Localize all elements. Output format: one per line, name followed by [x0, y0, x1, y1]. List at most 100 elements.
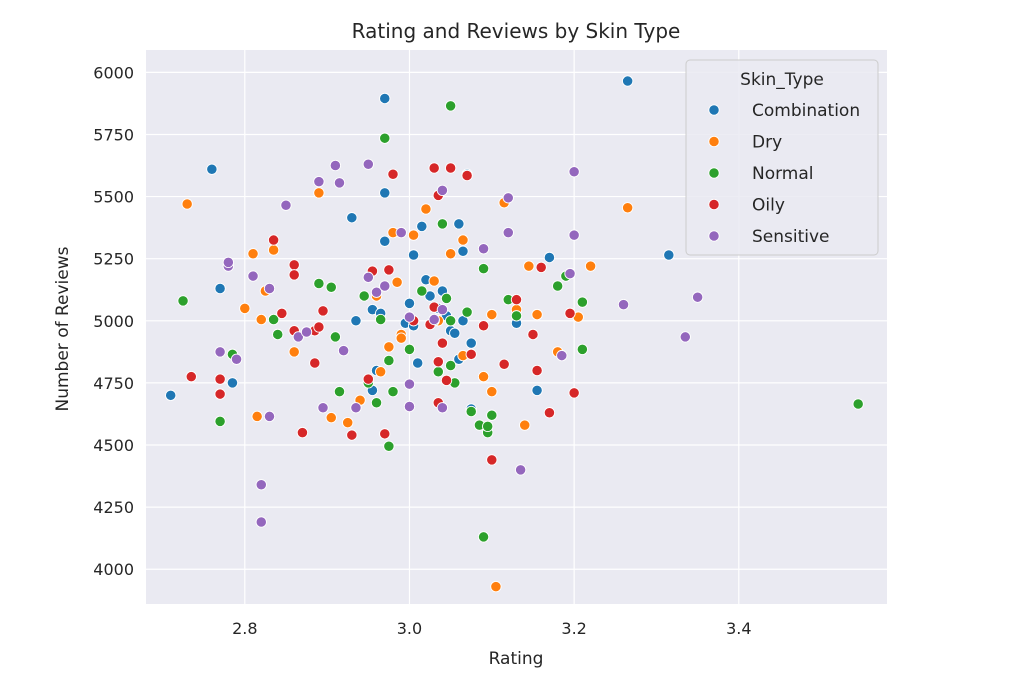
data-point-oily	[535, 261, 547, 274]
data-point-combination	[457, 245, 469, 257]
data-point-dry	[247, 248, 259, 260]
data-point-oily	[432, 356, 444, 368]
data-point-dry	[407, 229, 420, 241]
data-point-normal	[444, 315, 457, 327]
x-tick-label: 2.8	[232, 619, 257, 638]
data-point-dry	[486, 385, 498, 398]
data-point-oily	[214, 388, 226, 400]
y-axis-label: Number of Reviews	[53, 246, 73, 411]
y-tick-label: 4000	[93, 560, 134, 579]
x-tick-label: 3.0	[397, 619, 422, 638]
data-point-combination	[543, 251, 556, 264]
data-point-dry	[486, 308, 498, 321]
data-point-oily	[498, 358, 510, 370]
data-point-oily	[444, 162, 457, 174]
data-point-sensitive	[691, 291, 704, 303]
data-point-sensitive	[568, 229, 580, 241]
data-point-sensitive	[333, 177, 346, 189]
data-point-oily	[465, 348, 477, 360]
data-point-sensitive	[679, 331, 691, 343]
data-point-dry	[239, 302, 251, 315]
legend-label-combination: Combination	[752, 101, 860, 121]
data-point-normal	[432, 366, 444, 378]
data-point-oily	[296, 426, 309, 439]
data-point-combination	[465, 337, 477, 349]
data-point-sensitive	[292, 331, 304, 343]
legend-label-normal: Normal	[752, 164, 814, 184]
data-point-normal	[576, 296, 589, 308]
data-point-sensitive	[370, 286, 383, 298]
data-point-combination	[379, 235, 391, 247]
data-point-normal	[477, 531, 490, 543]
data-point-normal	[852, 398, 864, 410]
series-sensitive	[214, 158, 704, 528]
data-point-sensitive	[230, 353, 243, 365]
data-point-oily	[510, 294, 523, 306]
y-tick-label: 4500	[93, 436, 134, 455]
data-point-sensitive	[395, 226, 407, 239]
data-point-combination	[412, 357, 424, 369]
data-point-oily	[477, 320, 490, 332]
data-point-normal	[436, 218, 449, 230]
data-point-dry	[251, 410, 263, 423]
y-tick-label: 5500	[93, 188, 134, 207]
data-point-dry	[523, 260, 535, 272]
series-oily	[185, 162, 580, 466]
data-point-dry	[622, 202, 634, 214]
data-point-combination	[424, 290, 436, 302]
data-point-oily	[185, 371, 197, 383]
data-point-dry	[420, 203, 432, 215]
data-point-sensitive	[568, 166, 580, 178]
data-point-sensitive	[280, 199, 292, 211]
data-point-dry	[374, 366, 387, 378]
legend-label-dry: Dry	[752, 133, 782, 153]
data-point-dry	[395, 332, 407, 344]
data-point-sensitive	[317, 402, 329, 414]
data-point-combination	[350, 315, 362, 327]
data-point-dry	[313, 187, 325, 199]
data-point-dry	[477, 371, 490, 383]
data-point-oily	[362, 373, 374, 385]
data-point-dry	[325, 412, 337, 424]
legend-marker-normal	[708, 167, 720, 179]
data-point-normal	[444, 100, 457, 112]
data-point-combination	[206, 163, 218, 175]
data-point-oily	[543, 407, 556, 419]
data-point-dry	[267, 244, 280, 256]
data-point-combination	[453, 218, 465, 230]
data-point-dry	[383, 341, 395, 353]
data-point-sensitive	[502, 226, 514, 239]
legend-marker-sensitive	[708, 230, 720, 242]
data-point-oily	[214, 373, 226, 385]
data-point-sensitive	[247, 270, 259, 282]
data-point-oily	[317, 305, 329, 317]
data-point-sensitive	[403, 400, 416, 413]
data-point-combination	[346, 212, 358, 224]
data-point-oily	[267, 234, 280, 246]
data-point-oily	[436, 337, 449, 349]
chart-title: Rating and Reviews by Skin Type	[352, 19, 681, 43]
x-tick-label: 3.2	[561, 619, 586, 638]
data-point-combination	[416, 220, 428, 233]
data-point-sensitive	[255, 479, 267, 491]
data-point-oily	[531, 364, 543, 377]
data-point-dry	[255, 313, 267, 326]
data-point-normal	[329, 331, 342, 343]
data-point-combination	[449, 327, 461, 339]
data-point-dry	[181, 198, 193, 210]
data-point-oily	[276, 307, 288, 319]
data-point-oily	[309, 357, 321, 369]
data-point-sensitive	[222, 256, 234, 269]
data-point-dry	[342, 416, 354, 429]
y-tick-label: 5000	[93, 312, 134, 331]
data-point-normal	[416, 285, 428, 297]
data-point-sensitive	[617, 298, 630, 311]
y-tick-label: 4750	[93, 374, 134, 393]
legend-label-sensitive: Sensitive	[752, 227, 830, 247]
data-point-normal	[214, 415, 226, 428]
data-point-normal	[552, 280, 564, 292]
data-point-normal	[379, 132, 391, 144]
data-point-combination	[226, 377, 239, 389]
data-point-oily	[568, 387, 580, 399]
